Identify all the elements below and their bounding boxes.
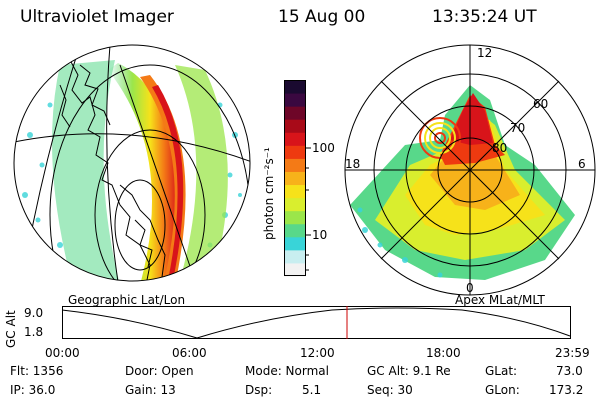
- time-label: 13:35:24 UT: [432, 7, 537, 27]
- status-mode: Mode: Normal: [245, 364, 329, 378]
- orbit-plot: [61, 306, 571, 339]
- colorbar-segment: [284, 249, 306, 264]
- polar-lat-70: 70: [510, 121, 526, 135]
- polar-mlt-0: 0: [466, 281, 474, 295]
- polar-mlt-18: 18: [345, 157, 361, 171]
- colorbar-segment: [284, 236, 306, 251]
- polar-lat-80: 80: [492, 141, 508, 155]
- polar-panel-label: Apex MLat/MLT: [455, 293, 545, 307]
- colorbar-border: [284, 80, 306, 276]
- orbit-xtick-3: 18:00: [426, 346, 461, 360]
- colorbar-segment: [284, 93, 306, 107]
- polar-image: [344, 44, 596, 296]
- status-seq: Seq: 30: [367, 383, 413, 397]
- colorbar-segment: [284, 132, 306, 146]
- orbit-ytick-9: 9.0: [24, 306, 44, 320]
- orbit-xtick-2: 12:00: [300, 346, 335, 360]
- colorbar-segment: [284, 80, 306, 94]
- polar-mlt-12: 12: [477, 46, 493, 60]
- colorbar-segment: [284, 106, 306, 120]
- status-dsp-label: Dsp:: [245, 383, 273, 397]
- status-dsp-value: 5.1: [302, 383, 322, 397]
- orbit-ytick-1-8: 1.8: [24, 325, 44, 339]
- status-flt: Flt: 1356: [10, 364, 64, 378]
- status-glon-label: GLon:: [485, 383, 520, 397]
- colorbar-segment: [284, 145, 306, 159]
- colorbar-tick-10: 10: [312, 228, 328, 242]
- colorbar-segment: [284, 197, 306, 212]
- colorbar-segment: [284, 262, 306, 277]
- colorbar-segment: [284, 184, 306, 199]
- colorbar-segment: [284, 119, 306, 133]
- date-label: 15 Aug 00: [278, 7, 366, 27]
- status-glat-label: GLat:: [485, 364, 518, 378]
- status-gc-alt: GC Alt: 9.1 Re: [367, 364, 451, 378]
- colorbar-segment: [284, 158, 306, 172]
- polar-mlt-6: 6: [578, 157, 586, 171]
- status-glat-value: 73.0: [556, 364, 583, 378]
- orbit-ylabel: GC Alt: [4, 310, 18, 348]
- geo-image-outline: [13, 44, 251, 282]
- orbit-xtick-4: 23:59: [555, 346, 590, 360]
- orbit-xtick-1: 06:00: [172, 346, 207, 360]
- status-ip: IP: 36.0: [10, 383, 56, 397]
- colorbar-tick-100: 100: [312, 141, 335, 155]
- geo-panel-label: Geographic Lat/Lon: [68, 293, 186, 307]
- status-gain: Gain: 13: [125, 383, 176, 397]
- colorbar-segment: [284, 171, 306, 186]
- status-glon-value: 173.2: [549, 383, 584, 397]
- colorbar-label: photon cm⁻²s⁻¹: [262, 147, 276, 240]
- status-door: Door: Open: [125, 364, 194, 378]
- colorbar-segment: [284, 223, 306, 238]
- colorbar-segment: [284, 210, 306, 225]
- instrument-title: Ultraviolet Imager: [20, 7, 174, 27]
- geographic-image: [13, 44, 251, 282]
- orbit-xtick-0: 00:00: [45, 346, 80, 360]
- polar-lat-60: 60: [533, 97, 549, 111]
- colorbar: [284, 80, 306, 277]
- colorbar-ticks: [306, 147, 311, 271]
